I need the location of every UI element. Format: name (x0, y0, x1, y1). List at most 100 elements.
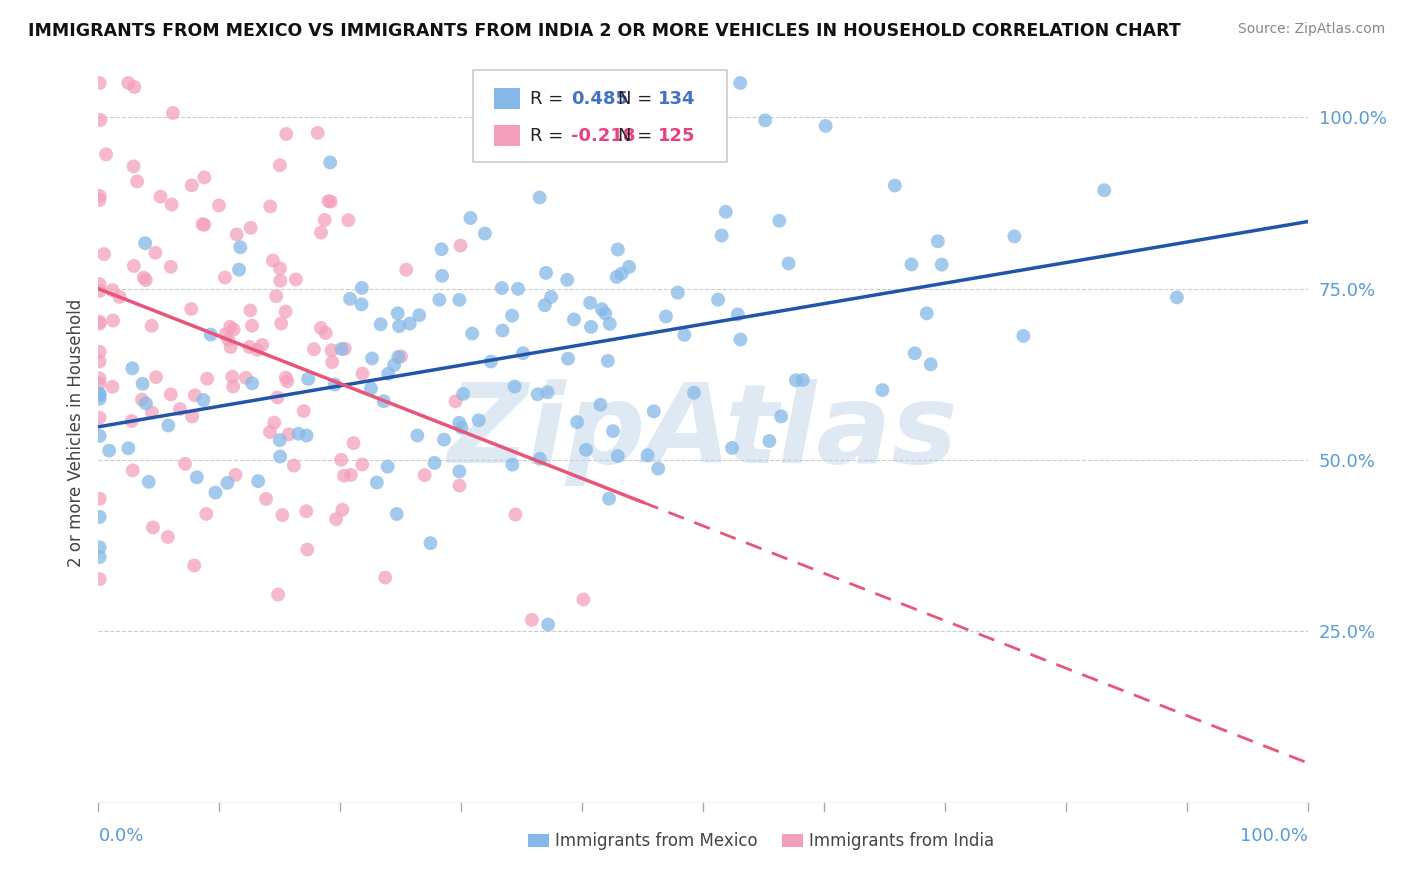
Point (89, 509, 111, 524)
Point (606, 243, 628, 257)
Point (449, 478, 471, 492)
Point (274, 370, 297, 384)
Point (145, 370, 167, 384)
Point (124, 80, 146, 95)
Point (602, 424, 624, 438)
Point (283, 458, 305, 473)
Point (575, 442, 598, 457)
Point (132, 270, 155, 285)
Y-axis label: 2 or more Vehicles in Household: 2 or more Vehicles in Household (66, 299, 84, 566)
Bar (782, 834, 803, 847)
Point (526, 387, 548, 401)
Text: 0.0%: 0.0% (98, 827, 143, 845)
Point (647, 461, 669, 475)
Point (339, 292, 361, 306)
Point (721, 441, 744, 455)
Point (89, 371, 111, 385)
Point (180, 301, 202, 316)
Point (332, 502, 354, 516)
Point (413, 468, 436, 483)
Point (707, 293, 730, 307)
Point (352, 367, 374, 381)
Point (768, 213, 790, 227)
Point (534, 266, 557, 280)
Point (222, 322, 245, 336)
Point (449, 293, 471, 307)
Point (430, 268, 453, 283)
Point (235, 370, 257, 384)
Text: R =: R = (530, 128, 569, 145)
Text: N =: N = (619, 128, 658, 145)
Point (141, 405, 163, 419)
Point (276, 127, 298, 141)
Point (89, 386, 111, 401)
Point (221, 369, 243, 384)
Point (319, 155, 342, 169)
Point (184, 388, 207, 402)
Point (444, 394, 467, 409)
Point (295, 428, 318, 442)
Point (389, 350, 412, 364)
Point (599, 317, 621, 331)
Point (1092, 183, 1115, 197)
Point (160, 197, 183, 211)
Point (540, 290, 562, 304)
Point (195, 507, 218, 521)
Point (89, 376, 111, 391)
Point (683, 385, 706, 400)
Point (271, 508, 294, 522)
Point (450, 420, 472, 434)
Point (529, 451, 551, 466)
Point (579, 296, 602, 310)
Point (149, 189, 172, 203)
Point (174, 457, 197, 471)
Point (89, 193, 111, 207)
Point (121, 414, 143, 428)
Point (262, 253, 284, 268)
Point (727, 308, 749, 322)
Point (89, 113, 111, 128)
Point (138, 475, 160, 489)
Point (225, 467, 247, 482)
Point (520, 613, 543, 627)
Point (323, 377, 346, 392)
Point (287, 426, 309, 441)
Point (276, 375, 298, 389)
Point (388, 319, 411, 334)
Point (770, 409, 793, 424)
Point (93, 247, 115, 261)
Point (195, 372, 218, 386)
Point (589, 398, 612, 412)
Text: Immigrants from Mexico: Immigrants from Mexico (555, 832, 758, 850)
Point (340, 467, 363, 482)
Point (610, 267, 633, 281)
Point (229, 240, 252, 254)
Point (277, 427, 299, 442)
Point (872, 383, 894, 397)
Point (254, 491, 277, 506)
Point (270, 317, 292, 331)
Point (900, 257, 922, 271)
Point (141, 318, 163, 333)
Point (333, 342, 356, 356)
Text: -0.218: -0.218 (571, 128, 636, 145)
Point (373, 394, 395, 409)
Point (89, 410, 111, 425)
Point (814, 119, 837, 133)
Point (309, 321, 332, 335)
Point (117, 442, 139, 456)
Point (217, 333, 239, 347)
Point (89, 392, 111, 406)
Point (89, 388, 111, 402)
Point (423, 456, 446, 470)
Point (222, 379, 245, 393)
Point (204, 485, 226, 500)
Point (135, 396, 157, 410)
Point (208, 198, 231, 212)
Point (89, 354, 111, 368)
Point (579, 319, 602, 334)
Point (267, 588, 290, 602)
Point (593, 306, 616, 320)
Point (385, 507, 408, 521)
Point (98, 443, 121, 458)
